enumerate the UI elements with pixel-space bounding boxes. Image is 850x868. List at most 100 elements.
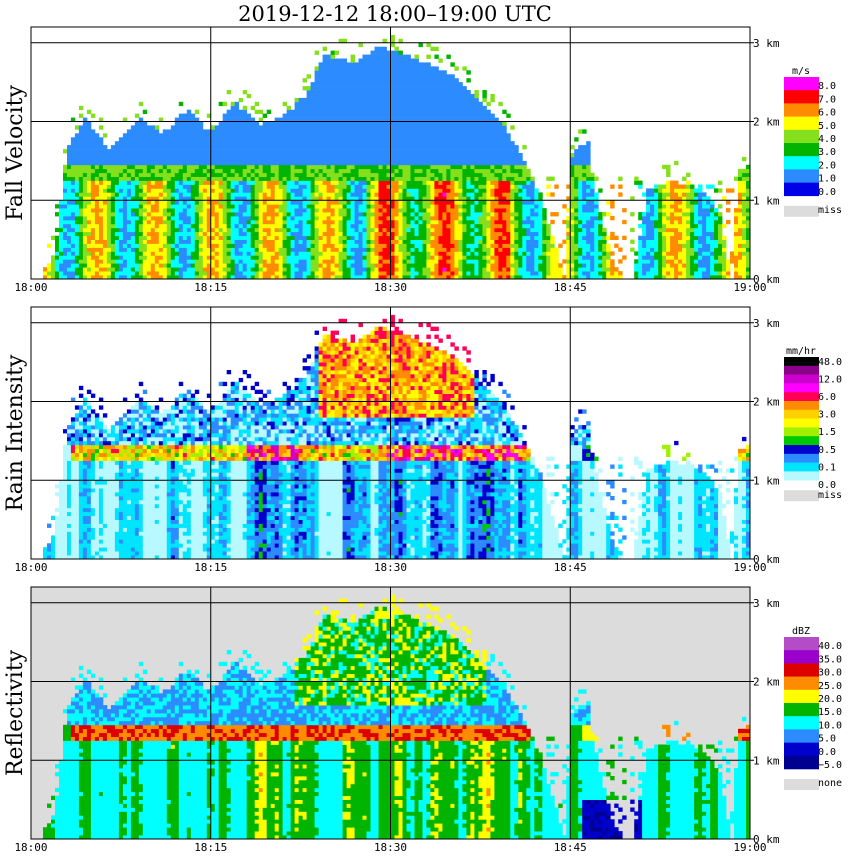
- field-cell: [478, 117, 483, 122]
- field-cell: [338, 263, 343, 268]
- field-cell: [306, 204, 311, 209]
- field-cell: [194, 153, 200, 158]
- field-cell: [442, 219, 447, 225]
- field-cell: [306, 263, 311, 268]
- field-cell: [326, 117, 331, 122]
- field-cell: [310, 109, 315, 114]
- field-cell: [98, 219, 104, 225]
- field-cell: [90, 160, 96, 166]
- field-cell: [130, 164, 136, 170]
- field-cell: [322, 247, 327, 252]
- field-cell: [262, 223, 268, 229]
- field-cell: [462, 129, 467, 134]
- field-cell: [358, 66, 363, 71]
- field-cell: [110, 156, 116, 162]
- field-cell: [310, 243, 315, 248]
- field-cell: [218, 227, 224, 233]
- field-cell: [454, 149, 459, 154]
- field-cell: [306, 267, 311, 272]
- field-cell: [202, 192, 208, 197]
- field-cell: [134, 180, 140, 185]
- field-cell: [254, 125, 260, 130]
- field-cell: [370, 74, 375, 79]
- field-cell: [314, 247, 319, 252]
- field-cell: [414, 239, 419, 244]
- field-cell: [254, 216, 260, 221]
- field-cell: [186, 117, 192, 122]
- field-cell: [202, 255, 208, 260]
- field-cell: [458, 153, 463, 158]
- field-cell: [366, 70, 371, 75]
- field-cell: [378, 231, 383, 237]
- field-cell: [358, 172, 363, 177]
- field-cell: [182, 137, 188, 142]
- field-cell: [114, 145, 120, 150]
- field-cell: [410, 208, 415, 213]
- field-cell: [358, 62, 363, 67]
- field-cell: [394, 105, 399, 111]
- field-cell: [446, 219, 451, 225]
- field-cell: [94, 263, 100, 268]
- field-cell: [198, 180, 204, 185]
- field-cell: [346, 62, 351, 67]
- field-cell: [322, 149, 327, 154]
- field-cell: [406, 90, 411, 95]
- field-cell: [210, 247, 216, 252]
- field-cell: [302, 153, 307, 158]
- field-cell: [70, 259, 76, 264]
- field-cell: [274, 180, 280, 185]
- field-cell: [98, 184, 104, 189]
- field-cell: [138, 227, 144, 233]
- field-cell: [282, 204, 287, 209]
- field-cell: [214, 247, 220, 252]
- field-cell: [222, 160, 228, 166]
- field-cell: [67, 196, 72, 201]
- field-cell: [330, 70, 335, 75]
- field-cell: [458, 208, 463, 213]
- field-cell: [330, 259, 335, 264]
- field-cell: [462, 275, 467, 280]
- field-cell: [302, 133, 307, 138]
- field-cell: [43, 275, 48, 280]
- field-cell: [378, 62, 383, 67]
- field-cell: [282, 208, 287, 213]
- field-cell: [410, 97, 415, 103]
- field-cell: [354, 208, 359, 213]
- field-cell: [90, 259, 96, 264]
- field-cell: [414, 117, 419, 122]
- field-cell: [398, 156, 403, 162]
- field-cell: [362, 137, 367, 142]
- field-cell: [114, 216, 120, 221]
- field-cell: [102, 243, 108, 248]
- field-cell: [150, 219, 156, 225]
- field-cell: [106, 176, 112, 181]
- field-cell: [294, 231, 299, 237]
- field-cell: [318, 235, 323, 240]
- field-cell: [146, 200, 152, 205]
- field-cell: [474, 231, 479, 237]
- field-cell: [354, 247, 359, 252]
- field-cell: [414, 216, 419, 221]
- field-cell: [410, 133, 415, 138]
- field-cell: [406, 184, 411, 189]
- field-cell: [206, 235, 212, 240]
- field-cell: [158, 180, 164, 185]
- field-cell: [242, 196, 248, 201]
- field-cell: [186, 271, 192, 276]
- field-cell: [130, 141, 136, 146]
- field-cell: [110, 180, 116, 185]
- field-cell: [418, 156, 423, 162]
- field-cell: [466, 271, 471, 276]
- field-cell: [362, 247, 367, 252]
- field-cell: [238, 263, 244, 268]
- field-cell: [310, 105, 315, 111]
- field-cell: [330, 227, 335, 233]
- field-cell: [414, 168, 419, 174]
- field-cell: [118, 153, 124, 158]
- field-cell: [394, 78, 399, 83]
- field-cell: [242, 90, 248, 95]
- field-cell: [314, 101, 319, 107]
- field-cell: [298, 196, 303, 201]
- field-cell: [86, 164, 92, 170]
- field-cell: [398, 153, 403, 158]
